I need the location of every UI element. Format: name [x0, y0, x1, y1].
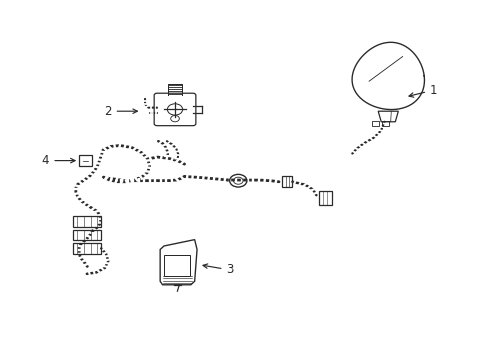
Text: 4: 4	[42, 154, 75, 167]
Text: 3: 3	[203, 264, 233, 276]
Text: 2: 2	[104, 105, 137, 118]
Text: 1: 1	[408, 84, 437, 97]
